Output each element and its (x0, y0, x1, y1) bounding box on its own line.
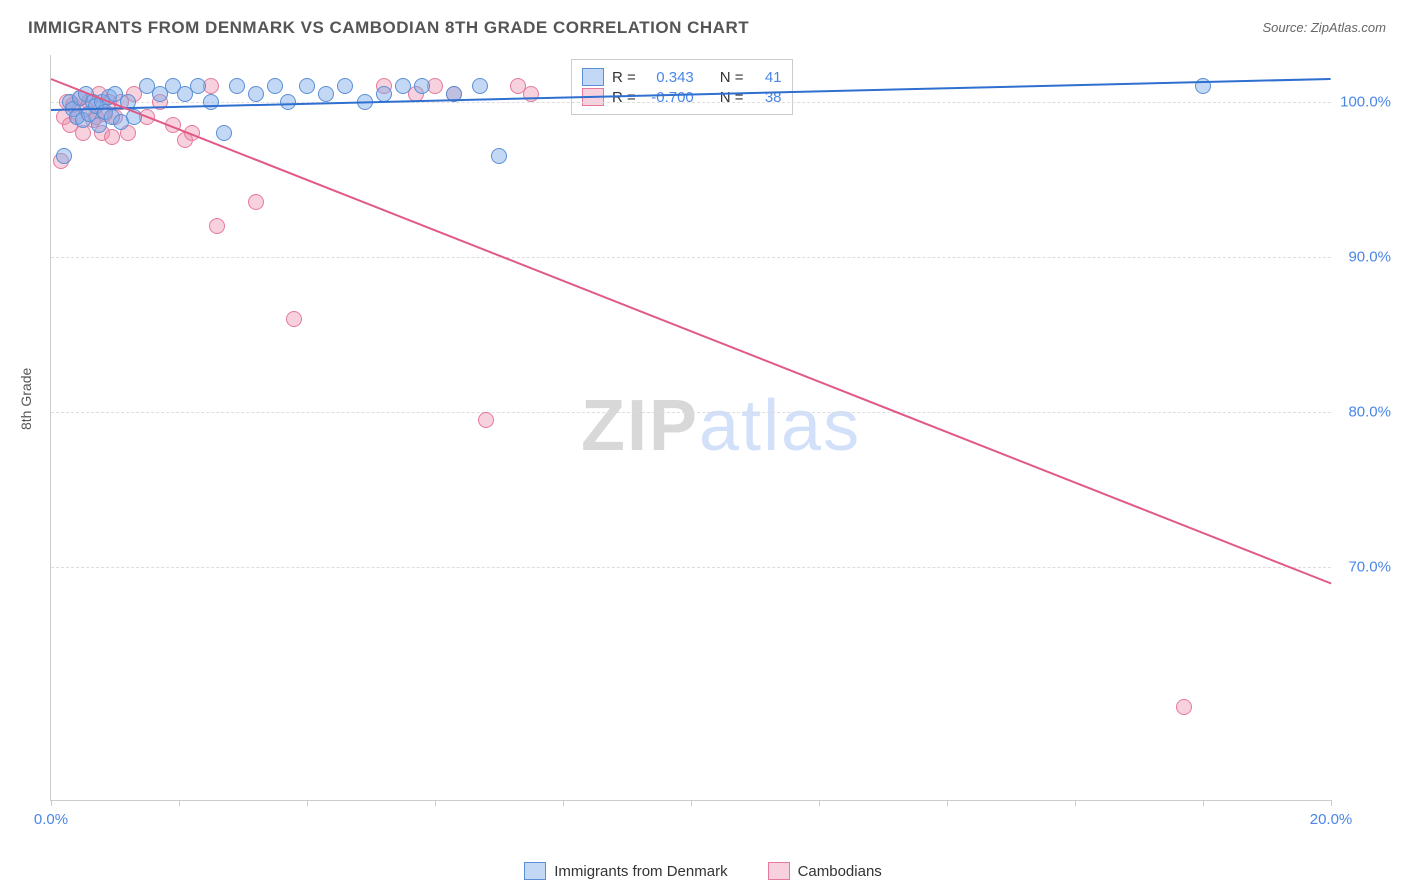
bottom-legend-label-series1: Immigrants from Denmark (554, 863, 727, 880)
scatter-point (414, 78, 430, 94)
x-tick (947, 800, 948, 806)
x-tick (435, 800, 436, 806)
y-axis-label: 8th Grade (18, 368, 34, 430)
scatter-point (104, 129, 120, 145)
x-tick (1203, 800, 1204, 806)
bottom-legend-item-series1: Immigrants from Denmark (524, 862, 727, 880)
scatter-point (286, 311, 302, 327)
scatter-point (190, 78, 206, 94)
bottom-legend: Immigrants from Denmark Cambodians (0, 862, 1406, 880)
x-tick (179, 800, 180, 806)
gridline (51, 102, 1331, 103)
scatter-point (248, 86, 264, 102)
watermark-atlas: atlas (699, 386, 861, 466)
x-tick (1331, 800, 1332, 806)
gridline (51, 257, 1331, 258)
r-label: R = (612, 69, 636, 86)
scatter-point (299, 78, 315, 94)
x-tick-label: 20.0% (1310, 811, 1353, 828)
scatter-point (56, 148, 72, 164)
x-tick (819, 800, 820, 806)
gridline (51, 412, 1331, 413)
scatter-point (1176, 699, 1192, 715)
x-tick (51, 800, 52, 806)
legend-swatch-series1 (582, 68, 604, 86)
x-tick (307, 800, 308, 806)
bottom-legend-swatch-series1 (524, 862, 546, 880)
n-label: N = (720, 89, 744, 106)
scatter-point (229, 78, 245, 94)
source-attribution: Source: ZipAtlas.com (1262, 20, 1386, 35)
x-tick (563, 800, 564, 806)
scatter-point (216, 125, 232, 141)
bottom-legend-swatch-series2 (768, 862, 790, 880)
bottom-legend-label-series2: Cambodians (798, 863, 882, 880)
source-label: Source: (1262, 20, 1310, 35)
watermark: ZIPatlas (581, 385, 861, 467)
scatter-point (376, 86, 392, 102)
scatter-point (478, 412, 494, 428)
scatter-point (280, 94, 296, 110)
scatter-point (472, 78, 488, 94)
correlation-legend: R = 0.343 N = 41 R = -0.700 N = 38 (571, 59, 793, 115)
n-value-series1: 41 (752, 69, 782, 86)
scatter-point (248, 194, 264, 210)
scatter-point (267, 78, 283, 94)
x-tick (691, 800, 692, 806)
bottom-legend-item-series2: Cambodians (768, 862, 882, 880)
scatter-point (395, 78, 411, 94)
source-name: ZipAtlas.com (1311, 20, 1386, 35)
chart-title: IMMIGRANTS FROM DENMARK VS CAMBODIAN 8TH… (28, 18, 749, 38)
x-tick (1075, 800, 1076, 806)
y-tick-label: 90.0% (1348, 248, 1391, 265)
n-label: N = (720, 69, 744, 86)
legend-row-series1: R = 0.343 N = 41 (582, 68, 782, 86)
y-tick-label: 100.0% (1340, 93, 1391, 110)
scatter-point (318, 86, 334, 102)
gridline (51, 567, 1331, 568)
scatter-point (209, 218, 225, 234)
r-value-series2: -0.700 (644, 89, 694, 106)
x-tick-label: 0.0% (34, 811, 68, 828)
watermark-zip: ZIP (581, 386, 699, 466)
plot-area: ZIPatlas R = 0.343 N = 41 R = -0.700 N =… (50, 55, 1331, 801)
scatter-point (491, 148, 507, 164)
trend-line (51, 78, 1332, 584)
r-value-series1: 0.343 (644, 69, 694, 86)
scatter-point (337, 78, 353, 94)
y-tick-label: 80.0% (1348, 403, 1391, 420)
y-tick-label: 70.0% (1348, 559, 1391, 576)
